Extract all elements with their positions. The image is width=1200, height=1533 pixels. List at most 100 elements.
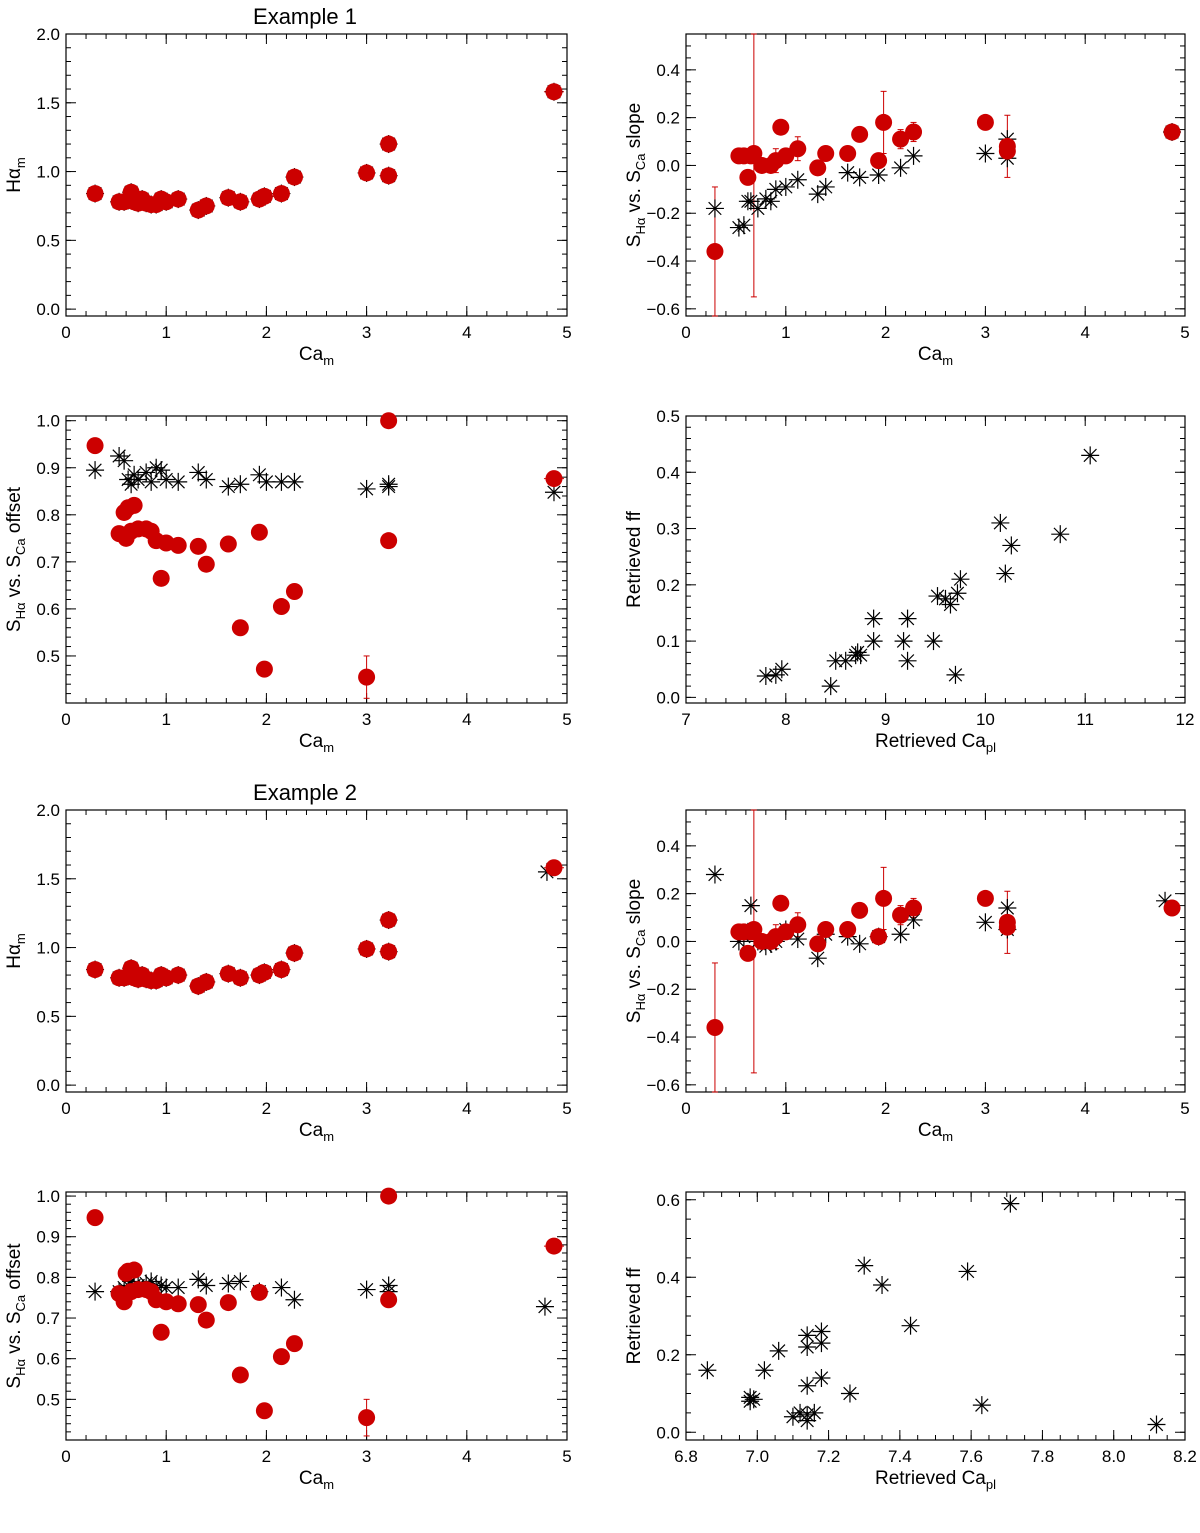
star-marker	[698, 1361, 717, 1380]
star-stroke	[871, 168, 886, 182]
red-dot-marker	[255, 187, 273, 205]
y-axis-label-end: offset	[4, 1243, 25, 1295]
red-dot-marker	[125, 496, 143, 514]
y-tick-label: 0.7	[36, 553, 60, 572]
x-tick-label: 4	[462, 710, 471, 729]
star-stroke	[779, 180, 793, 194]
y-tick-label: 0.7	[36, 1309, 60, 1328]
star-stroke	[814, 1324, 829, 1339]
star-marker	[86, 461, 105, 480]
star-marker	[821, 677, 840, 696]
panel-p8: 6.8 7.0 7.2 7.4 7.6 7.8 8.0 8.2 0.0 0.2 0.4 0.6 Retr…	[624, 1191, 1197, 1492]
star-marker	[219, 477, 238, 496]
star-marker	[996, 564, 1015, 583]
star-marker	[1002, 536, 1021, 555]
red-dot-marker	[255, 1402, 273, 1420]
star-marker	[285, 1290, 304, 1309]
star-marker	[147, 458, 166, 477]
red-dot-marker	[380, 1187, 398, 1205]
star-stroke	[547, 485, 561, 499]
x-axis-label: Retrieved Capl	[875, 731, 996, 755]
y-tick-label: 0.0	[36, 300, 60, 319]
star-stroke	[199, 1278, 214, 1293]
y-tick-label: 1.0	[36, 1187, 60, 1206]
star-marker	[805, 1403, 824, 1422]
y-tick-label: 0.4	[656, 837, 680, 856]
x-tick-label: 11	[1076, 710, 1094, 729]
star-stroke	[737, 218, 751, 232]
x-tick-label: 2	[262, 323, 271, 342]
star-stroke	[221, 1276, 236, 1291]
x-axis-label-sub: m	[323, 353, 334, 368]
red-dot-marker	[197, 973, 215, 991]
star-stroke	[903, 1318, 918, 1333]
star-stroke	[154, 463, 168, 477]
star-stroke	[906, 913, 921, 927]
star-stroke	[875, 1278, 889, 1292]
x-tick-label: 2	[262, 1099, 271, 1118]
star-stroke	[943, 597, 958, 612]
y-axis-label-sub: Hα	[633, 993, 648, 1010]
star-stroke	[800, 1328, 814, 1343]
y-tick-label: 0.6	[656, 1191, 680, 1210]
star-stroke	[744, 194, 758, 209]
y-axis-label: Retrieved ff	[624, 510, 645, 608]
red-dot-marker	[272, 1348, 290, 1366]
star-marker	[816, 177, 835, 196]
red-dot-marker	[809, 159, 827, 177]
y-tick-label: 1.0	[36, 939, 60, 958]
red-dot-marker	[789, 140, 807, 158]
star-marker	[894, 632, 913, 651]
star-stroke	[953, 572, 968, 586]
x-tick-label: 0	[61, 1099, 70, 1118]
y-tick-label: 1.0	[36, 412, 60, 431]
y-tick-label: 0.5	[656, 407, 680, 426]
red-dot-marker	[851, 125, 869, 143]
star-marker	[748, 199, 767, 218]
red-dot-marker	[892, 906, 910, 924]
star-stroke	[538, 1299, 552, 1314]
star-marker	[272, 472, 291, 491]
red-dot-marker	[870, 928, 888, 946]
star-stroke	[852, 170, 867, 185]
star-marker	[941, 595, 960, 614]
star-stroke	[814, 1336, 829, 1350]
star-stroke	[159, 472, 173, 487]
x-tick-label: 5	[562, 710, 571, 729]
red-dot-marker	[851, 901, 869, 919]
red-dot-marker	[739, 168, 757, 186]
star-marker	[976, 144, 995, 163]
red-dot-marker	[125, 1261, 143, 1279]
star-stroke	[896, 634, 911, 648]
red-dot-marker	[197, 197, 215, 215]
x-tick-label: 0	[681, 323, 690, 342]
star-marker	[948, 584, 967, 603]
y-tick-label: 0.5	[36, 231, 60, 250]
red-dot-marker	[189, 1296, 207, 1314]
red-dot-marker	[231, 969, 249, 987]
y-axis-label: Hαm	[4, 157, 28, 193]
red-dot-marker	[86, 185, 104, 203]
red-dot-marker	[152, 1323, 170, 1341]
red-dot-marker	[358, 1409, 376, 1427]
red-dot-marker	[231, 1366, 249, 1384]
x-tick-label: 4	[462, 323, 471, 342]
plot-frame	[685, 33, 1186, 317]
star-stroke	[791, 173, 805, 187]
star-marker	[924, 632, 943, 651]
red-dot-marker	[86, 1209, 104, 1227]
y-tick-label: 1.5	[36, 870, 60, 889]
red-dot-marker	[197, 555, 215, 573]
star-stroke	[274, 475, 289, 489]
x-tick-label: 8.0	[1102, 1447, 1126, 1466]
star-stroke	[828, 654, 843, 668]
star-marker	[257, 472, 276, 491]
y-axis-label-sub2: Ca	[13, 1294, 28, 1311]
y-tick-label: 0.5	[36, 1390, 60, 1409]
y-tick-label: 2.0	[36, 801, 60, 820]
star-stroke	[708, 201, 722, 216]
red-dot-marker	[998, 918, 1016, 936]
red-dot-marker	[219, 1294, 237, 1312]
